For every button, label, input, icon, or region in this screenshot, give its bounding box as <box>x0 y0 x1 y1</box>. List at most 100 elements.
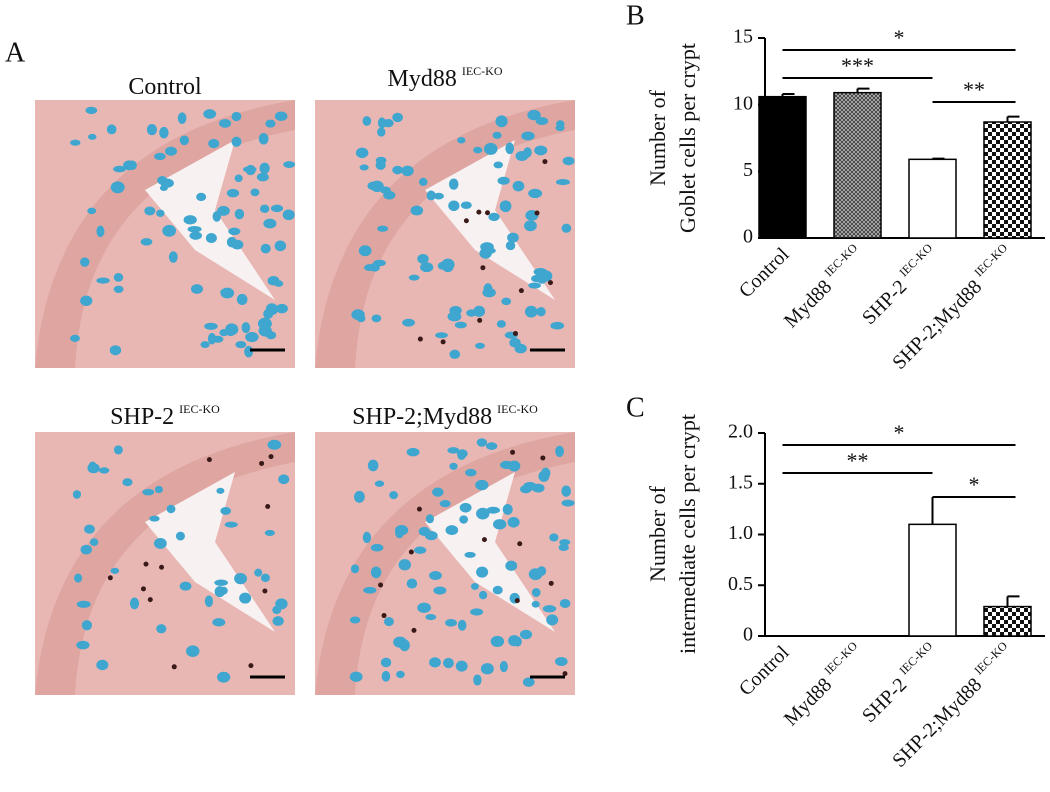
goblet-cell <box>129 597 140 610</box>
goblet-cell <box>70 139 81 146</box>
goblet-cell <box>265 119 276 128</box>
goblet-cell <box>497 176 510 185</box>
y-axis-title: Number of <box>645 89 670 186</box>
y-axis-title: intermediate cells per crypt <box>675 414 700 654</box>
goblet-cell <box>216 671 231 683</box>
goblet-cell <box>429 657 441 668</box>
goblet-cell <box>536 307 546 317</box>
dark-cell <box>147 597 153 603</box>
dark-cell <box>534 210 540 216</box>
goblet-cell <box>144 206 156 216</box>
error-bar <box>1006 595 1020 607</box>
goblet-cell <box>429 571 442 581</box>
goblet-cell <box>401 165 414 177</box>
label-text: Control <box>128 74 202 100</box>
goblet-cell <box>561 499 575 507</box>
goblet-cell <box>483 283 493 295</box>
goblet-cell <box>179 135 190 146</box>
goblet-cell <box>435 332 448 339</box>
goblet-cell <box>473 674 482 686</box>
significance-label: * <box>969 472 980 497</box>
dark-cell <box>159 564 165 570</box>
panel-label: A <box>5 37 26 68</box>
y-axis-title: Goblet cells per crypt <box>675 43 700 233</box>
goblet-cell <box>546 614 559 626</box>
goblet-cell <box>433 586 447 595</box>
goblet-cell <box>492 585 503 595</box>
goblet-cell <box>410 205 424 216</box>
muscle-layer <box>315 432 575 695</box>
dark-cell <box>514 598 520 604</box>
goblet-cell <box>402 318 415 327</box>
goblet-cell <box>168 251 178 263</box>
goblet-cell <box>392 165 403 175</box>
dark-cell <box>248 663 254 669</box>
goblet-cell <box>445 619 457 627</box>
goblet-cell <box>113 285 124 293</box>
dark-cell <box>440 339 446 345</box>
goblet-cell <box>275 303 288 314</box>
goblet-cell <box>470 583 479 590</box>
goblet-cell <box>555 178 570 186</box>
label-text: Control <box>735 641 794 700</box>
goblet-cell <box>140 238 153 246</box>
goblet-cell <box>257 317 272 330</box>
dark-cell <box>417 336 423 342</box>
goblet-cell <box>392 112 404 123</box>
dark-cell <box>480 265 486 271</box>
dark-cell <box>262 588 268 594</box>
goblet-cell <box>425 614 437 621</box>
bar <box>833 91 882 239</box>
goblet-cell <box>531 587 541 597</box>
goblet-cell <box>370 543 384 552</box>
goblet-cell <box>562 156 575 166</box>
goblet-cell <box>538 470 550 482</box>
goblet-cell <box>540 270 553 282</box>
goblet-cell <box>528 188 543 199</box>
goblet-cell <box>445 525 459 536</box>
goblet-cell <box>259 204 270 213</box>
goblet-cell <box>89 538 99 547</box>
goblet-cell <box>186 645 200 657</box>
goblet-cell <box>231 111 242 122</box>
goblet-cell <box>408 274 420 281</box>
goblet-cell <box>522 677 535 687</box>
goblet-cell <box>84 524 95 534</box>
y-tick-label: 15 <box>733 26 753 48</box>
goblet-cell <box>80 295 93 306</box>
goblet-cell <box>109 345 122 356</box>
superscript: IEC-KO <box>896 638 935 677</box>
goblet-cell <box>542 605 557 613</box>
goblet-cell <box>505 240 516 251</box>
goblet-cell <box>205 232 217 244</box>
goblet-cell <box>154 152 166 161</box>
goblet-cell <box>212 618 226 627</box>
panel-label: C <box>626 392 645 423</box>
goblet-cell <box>258 132 269 145</box>
goblet-cell <box>433 192 444 200</box>
significance-label: *** <box>841 53 874 78</box>
goblet-cell <box>374 480 385 487</box>
goblet-cell <box>432 487 444 497</box>
goblet-cell <box>535 117 549 125</box>
x-tick-label: Control <box>735 243 794 302</box>
goblet-cell <box>72 490 82 499</box>
goblet-cell <box>189 231 202 240</box>
superscript: IEC-KO <box>179 402 220 416</box>
goblet-cell <box>214 579 228 586</box>
error-bar <box>931 495 945 525</box>
goblet-cell <box>245 331 259 343</box>
goblet-cell <box>500 460 514 470</box>
micrograph-label: SHP-2;Myd88 IEC-KO <box>352 402 538 430</box>
goblet-cell <box>501 297 512 306</box>
goblet-cell <box>250 188 260 197</box>
significance-label: * <box>894 25 905 50</box>
goblet-cell <box>76 600 91 608</box>
y-tick-label: 5 <box>743 159 753 181</box>
dark-cell <box>171 664 177 670</box>
goblet-cell <box>236 293 248 306</box>
goblet-cell <box>509 337 521 348</box>
goblet-cell <box>370 566 382 579</box>
goblet-cell <box>377 117 386 129</box>
goblet-cell <box>534 145 548 156</box>
